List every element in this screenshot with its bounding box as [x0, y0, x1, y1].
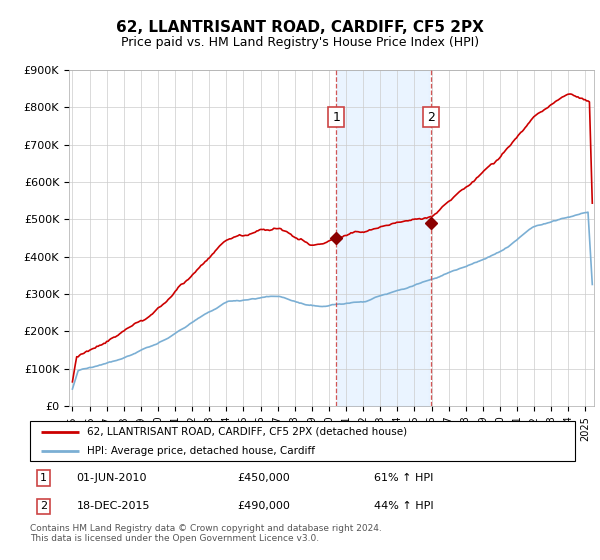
Text: £450,000: £450,000 — [238, 473, 290, 483]
Text: 44% ↑ HPI: 44% ↑ HPI — [374, 501, 434, 511]
Text: £490,000: £490,000 — [238, 501, 290, 511]
Text: Price paid vs. HM Land Registry's House Price Index (HPI): Price paid vs. HM Land Registry's House … — [121, 36, 479, 49]
Text: 2: 2 — [40, 501, 47, 511]
Text: 2: 2 — [427, 110, 435, 124]
Text: 01-JUN-2010: 01-JUN-2010 — [76, 473, 147, 483]
Text: 18-DEC-2015: 18-DEC-2015 — [76, 501, 150, 511]
FancyBboxPatch shape — [30, 421, 575, 461]
Text: 1: 1 — [332, 110, 340, 124]
Text: HPI: Average price, detached house, Cardiff: HPI: Average price, detached house, Card… — [88, 446, 316, 456]
Text: Contains HM Land Registry data © Crown copyright and database right 2024.
This d: Contains HM Land Registry data © Crown c… — [30, 524, 382, 543]
Text: 61% ↑ HPI: 61% ↑ HPI — [374, 473, 433, 483]
Text: 1: 1 — [40, 473, 47, 483]
Text: 62, LLANTRISANT ROAD, CARDIFF, CF5 2PX: 62, LLANTRISANT ROAD, CARDIFF, CF5 2PX — [116, 20, 484, 35]
Text: 62, LLANTRISANT ROAD, CARDIFF, CF5 2PX (detached house): 62, LLANTRISANT ROAD, CARDIFF, CF5 2PX (… — [88, 427, 407, 437]
